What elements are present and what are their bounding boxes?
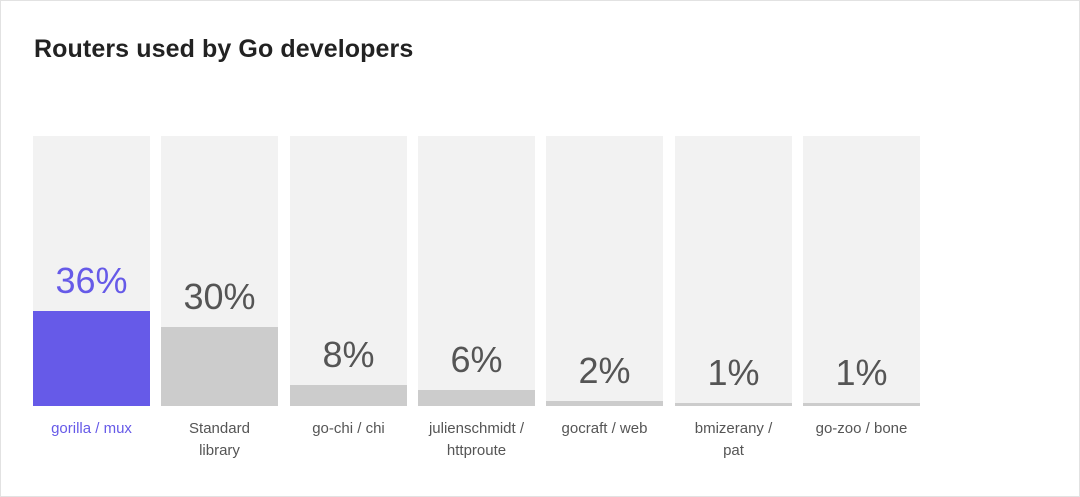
bar-track [418, 136, 535, 406]
bar-value-label: 1% [835, 352, 888, 393]
bar-column: 2% [546, 136, 663, 406]
bar-value-label: 30% [183, 276, 256, 317]
category-label: julienschmidt / httproute [428, 420, 525, 459]
bar-column: 30% [161, 136, 278, 406]
bar [803, 403, 920, 406]
bar [675, 403, 792, 406]
bar [161, 327, 278, 406]
bar-track [803, 136, 920, 406]
bar-column: 8% [290, 136, 407, 406]
bar [290, 385, 407, 406]
category-label: gocraft / web [561, 420, 648, 437]
bar [418, 390, 535, 406]
category-label: gorilla / mux [51, 420, 132, 437]
chart-title: Routers used by Go developers [34, 35, 414, 63]
bar-value-label: 2% [578, 350, 631, 391]
bar-value-label: 36% [55, 260, 128, 301]
category-label: bmizerany / pat [694, 420, 773, 459]
bar-value-label: 6% [450, 339, 503, 380]
bar-track [675, 136, 792, 406]
category-label: go-chi / chi [312, 420, 385, 437]
bar-track [546, 136, 663, 406]
bar-column: 1% [675, 136, 792, 406]
bar-column: 1% [803, 136, 920, 406]
bar [546, 401, 663, 406]
bar-value-label: 8% [322, 334, 375, 375]
category-label: go-zoo / bone [815, 420, 908, 437]
category-label: Standard library [189, 420, 250, 459]
bar-column: 6% [418, 136, 535, 406]
bar-column: 36% [33, 136, 150, 406]
bar-value-label: 1% [707, 352, 760, 393]
bar [33, 311, 150, 406]
bar-track [290, 136, 407, 406]
